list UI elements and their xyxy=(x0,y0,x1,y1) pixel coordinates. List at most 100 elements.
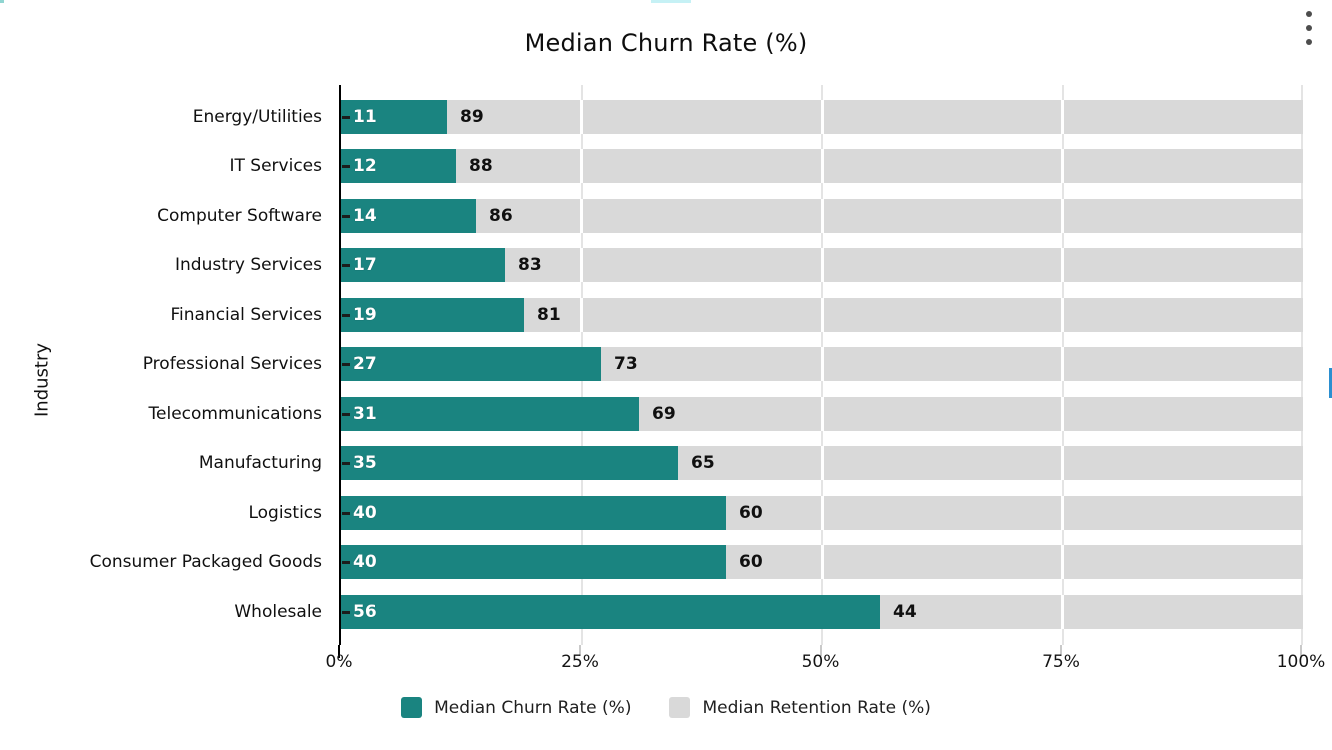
category-label: Telecommunications xyxy=(148,403,322,424)
gridline-gap xyxy=(1061,545,1064,580)
churn-value-label: 14 xyxy=(353,205,377,226)
churn-bar-segment[interactable] xyxy=(341,446,678,481)
corner-artifact xyxy=(0,0,4,3)
churn-bar-segment[interactable] xyxy=(341,297,524,332)
bar-row: 56 44 xyxy=(341,594,1303,629)
churn-value-label: 40 xyxy=(353,502,377,523)
chart-title: Median Churn Rate (%) xyxy=(524,29,808,57)
churn-bar-segment[interactable] xyxy=(341,594,880,629)
plot-area: 11 89 12 88 14 86 17 83 19 81 27 73 31 69 35 65 40 60 40 60… xyxy=(339,85,1303,645)
retention-value-label: 60 xyxy=(739,502,763,523)
retention-value-label: 60 xyxy=(739,552,763,573)
kebab-dot xyxy=(1306,11,1312,17)
gridline-gap xyxy=(580,149,583,184)
bar-row: 35 65 xyxy=(341,446,1303,481)
gridline-gap xyxy=(820,446,824,481)
x-tick-0 xyxy=(338,645,340,658)
scrollbar-thumb[interactable] xyxy=(1329,368,1332,398)
category-tick xyxy=(342,610,350,614)
gridline-gap xyxy=(820,297,824,332)
bar-row: 19 81 xyxy=(341,297,1303,332)
churn-bar-segment[interactable] xyxy=(341,149,456,184)
gridline-gap xyxy=(820,495,824,530)
bar-row: 11 89 xyxy=(341,100,1303,134)
category-label: Energy/Utilities xyxy=(192,107,322,127)
retention-value-label: 83 xyxy=(518,255,542,276)
gridline-gap xyxy=(820,396,824,431)
retention-value-label: 69 xyxy=(652,403,676,424)
gridline-gap xyxy=(1061,347,1064,382)
gridline-gap xyxy=(1061,594,1064,629)
churn-value-label: 17 xyxy=(353,255,377,276)
churn-value-label: 31 xyxy=(353,403,377,424)
category-tick xyxy=(342,363,350,367)
kebab-dot xyxy=(1306,39,1312,45)
gridline-gap xyxy=(820,149,824,184)
gridline-gap xyxy=(1061,100,1064,134)
bar-row: 27 73 xyxy=(341,347,1303,382)
category-tick xyxy=(342,264,350,268)
x-tick-75 xyxy=(1060,645,1062,656)
gridline-gap xyxy=(580,297,583,332)
churn-bar-segment[interactable] xyxy=(341,198,476,233)
churn-bar-segment[interactable] xyxy=(341,347,601,382)
category-label: Computer Software xyxy=(157,205,322,226)
bar-row: 12 88 xyxy=(341,149,1303,184)
category-label: Industry Services xyxy=(174,255,322,276)
category-label: Logistics xyxy=(248,502,322,523)
gridline-gap xyxy=(580,100,583,134)
top-edge-artifact xyxy=(651,0,691,3)
gridline-gap xyxy=(580,198,583,233)
churn-value-label: 56 xyxy=(353,601,377,622)
category-label: Wholesale xyxy=(234,601,322,622)
gridline-gap xyxy=(1061,248,1064,283)
kebab-dot xyxy=(1306,25,1312,31)
gridline-gap xyxy=(1061,495,1064,530)
retention-value-label: 88 xyxy=(469,156,493,177)
legend-item-retention[interactable]: Median Retention Rate (%) xyxy=(669,697,931,718)
gridline-gap xyxy=(820,248,824,283)
category-label: IT Services xyxy=(229,156,323,177)
churn-value-label: 35 xyxy=(353,453,377,474)
gridline-gap xyxy=(820,198,824,233)
bar-row: 17 83 xyxy=(341,248,1303,283)
x-tick-100 xyxy=(1300,645,1302,656)
x-tick-label: 75% xyxy=(1042,652,1080,672)
kebab-menu-icon[interactable] xyxy=(1301,11,1317,45)
bar-row: 14 86 xyxy=(341,198,1303,233)
retention-value-label: 89 xyxy=(460,107,484,127)
legend-label: Median Churn Rate (%) xyxy=(434,697,632,718)
churn-bar-segment[interactable] xyxy=(341,495,726,530)
churn-bar-segment[interactable] xyxy=(341,100,447,134)
legend-item-churn[interactable]: Median Churn Rate (%) xyxy=(401,697,631,718)
retention-value-label: 44 xyxy=(893,601,917,622)
category-label: Professional Services xyxy=(142,354,322,375)
x-tick-25 xyxy=(579,645,581,656)
gridline-gap xyxy=(580,248,583,283)
legend-label: Median Retention Rate (%) xyxy=(702,697,931,718)
category-label: Consumer Packaged Goods xyxy=(89,552,322,573)
x-tick-label: 50% xyxy=(801,652,840,672)
category-tick xyxy=(342,313,350,317)
category-label: Financial Services xyxy=(170,304,322,325)
bar-row: 31 69 xyxy=(341,396,1303,431)
category-tick xyxy=(342,561,350,565)
gridline-gap xyxy=(1061,396,1064,431)
category-tick xyxy=(342,412,350,416)
x-tick-50 xyxy=(819,645,822,656)
churn-bar-segment[interactable] xyxy=(341,396,639,431)
churn-bar-segment[interactable] xyxy=(341,545,726,580)
bar-row: 40 60 xyxy=(341,545,1303,580)
churn-value-label: 27 xyxy=(353,354,377,375)
churn-value-label: 19 xyxy=(353,304,377,325)
churn-bar-segment[interactable] xyxy=(341,248,505,283)
category-tick xyxy=(342,462,350,466)
category-tick xyxy=(342,116,350,119)
gridline-gap xyxy=(820,100,824,134)
x-tick-label: 0% xyxy=(325,652,353,672)
gridline-gap xyxy=(1061,149,1064,184)
churn-value-label: 11 xyxy=(353,107,377,127)
category-tick xyxy=(342,511,350,515)
category-labels: Energy/Utilities IT Services Computer Soft… xyxy=(0,85,331,645)
